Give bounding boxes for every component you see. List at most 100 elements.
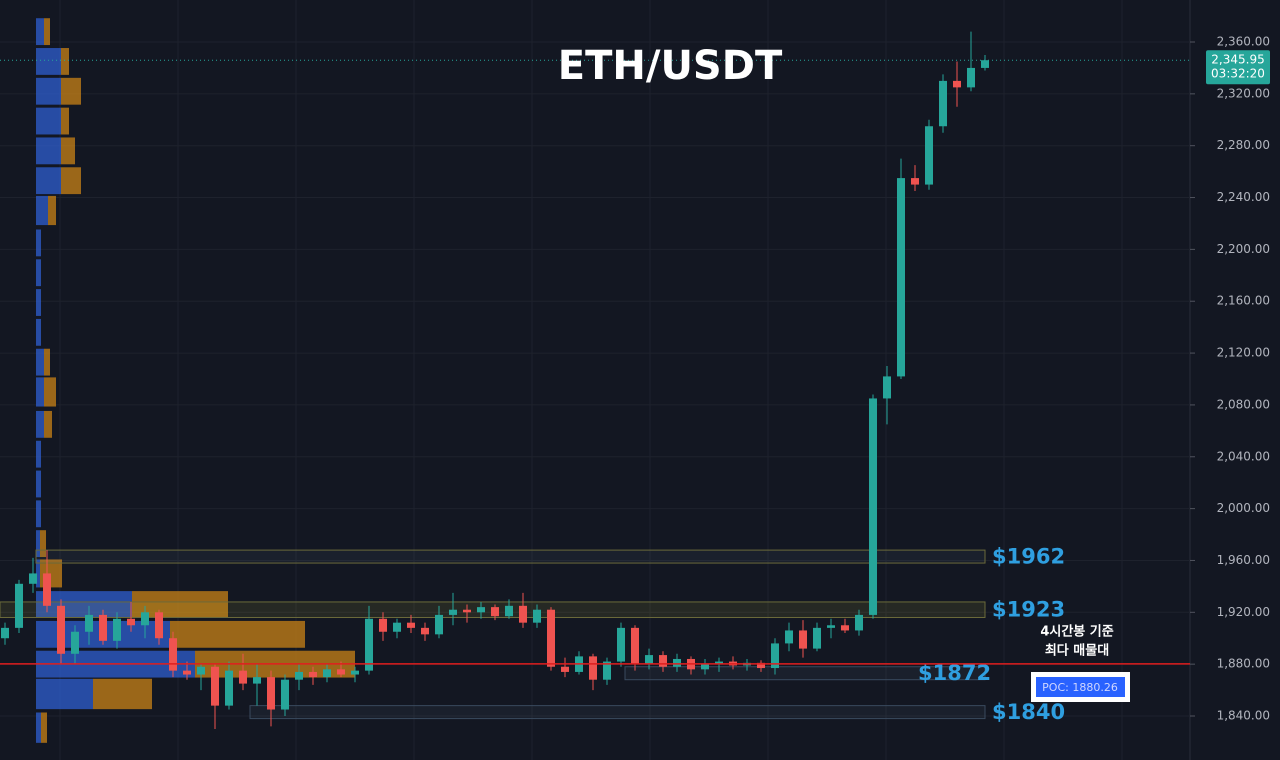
profile-sell [40, 530, 46, 558]
profile-buy [36, 410, 44, 438]
y-tick-label: 2,200.00 [1217, 242, 1270, 256]
y-tick-label: 2,240.00 [1217, 190, 1270, 204]
candle-body [295, 671, 303, 680]
candle-body [701, 664, 709, 670]
candle-body [253, 677, 261, 684]
profile-buy [36, 440, 41, 468]
candle-body [71, 631, 79, 654]
profile-buy [36, 377, 44, 407]
candle-body [673, 658, 681, 667]
candle-body [127, 618, 135, 626]
y-tick-label: 1,880.00 [1217, 657, 1270, 671]
candle-body [533, 609, 541, 623]
candle-body [561, 666, 569, 672]
y-tick-label: 1,920.00 [1217, 605, 1270, 619]
candle-body [351, 670, 359, 675]
profile-sell [61, 167, 81, 195]
y-tick-label: 2,360.00 [1217, 35, 1270, 49]
zone-label: $1962 [992, 545, 1065, 569]
zone-label: $1872 [918, 661, 991, 685]
profile-sell [41, 712, 47, 743]
candle-body [841, 625, 849, 631]
y-tick-label: 2,160.00 [1217, 294, 1270, 308]
candle-body [169, 638, 177, 671]
candle-body [43, 573, 51, 606]
candle-body [239, 670, 247, 684]
profile-sell [61, 77, 81, 105]
candle-body [827, 625, 835, 628]
candle-body [421, 627, 429, 635]
profile-sell [170, 620, 305, 648]
candle-body [449, 609, 457, 615]
profile-buy [36, 77, 61, 105]
candle-body [505, 605, 513, 617]
candle-body [99, 614, 107, 641]
profile-sell [61, 137, 75, 165]
profile-buy [36, 18, 44, 46]
candle-body [463, 609, 471, 613]
profile-sell [48, 195, 56, 226]
zone-label: $1840 [992, 700, 1065, 724]
candle-body [225, 670, 233, 706]
profile-buy [36, 229, 41, 257]
candle-body [925, 126, 933, 185]
candle-body [323, 669, 331, 678]
y-tick-label: 2,080.00 [1217, 397, 1270, 411]
candle-body [897, 178, 905, 377]
chart-title: ETH/USDT [558, 43, 783, 89]
y-tick-label: 2,320.00 [1217, 86, 1270, 100]
profile-sell [44, 377, 56, 407]
zone [35, 549, 986, 564]
profile-buy [36, 137, 61, 165]
profile-buy [36, 167, 61, 195]
profile-buy [36, 678, 93, 710]
candle-body [519, 605, 527, 623]
candle-body [603, 661, 611, 680]
candle-body [589, 656, 597, 680]
candle-body [211, 666, 219, 706]
y-tick-label: 2,000.00 [1217, 501, 1270, 515]
candle-body [365, 618, 373, 671]
profile-buy [36, 712, 41, 743]
y-tick-label: 2,040.00 [1217, 449, 1270, 463]
poc-box-inner [1036, 677, 1125, 697]
profile-sell [44, 410, 52, 438]
poc-label: POC: 1880.26 [1042, 681, 1118, 694]
profile-buy [36, 530, 40, 558]
candle-body [911, 178, 919, 185]
candle-body [645, 655, 653, 665]
candle-body [659, 655, 667, 667]
poc-note: 최다 매물대 [1045, 643, 1109, 659]
candle-body [113, 618, 121, 641]
countdown: 03:32:20 [1211, 67, 1265, 81]
poc-note: 4시간봉 기준 [1040, 624, 1113, 640]
candle-body [981, 60, 989, 68]
profile-buy [36, 195, 48, 226]
candle-body [1, 627, 9, 639]
profile-buy [36, 500, 41, 528]
last-price-label: 2,345.95 [1211, 53, 1264, 67]
candle-body [393, 622, 401, 632]
candle-body [813, 627, 821, 649]
profile-sell [44, 18, 50, 46]
profile-buy [36, 348, 44, 376]
candle-body [855, 614, 863, 631]
candle-body [85, 614, 93, 632]
candle-body [309, 671, 317, 678]
zone-label: $1923 [992, 598, 1065, 622]
profile-buy [36, 48, 61, 75]
y-tick-label: 2,120.00 [1217, 346, 1270, 360]
profile-buy [36, 289, 41, 316]
profile-sell [44, 348, 50, 376]
y-tick-label: 2,280.00 [1217, 138, 1270, 152]
candle-body [379, 618, 387, 632]
candle-body [155, 612, 163, 639]
candle-body [183, 670, 191, 675]
candle-body [435, 614, 443, 635]
candle-body [799, 630, 807, 649]
candle-body [953, 80, 961, 88]
candle-body [141, 612, 149, 626]
profile-sell [93, 678, 152, 710]
last-price-box [1206, 50, 1270, 85]
